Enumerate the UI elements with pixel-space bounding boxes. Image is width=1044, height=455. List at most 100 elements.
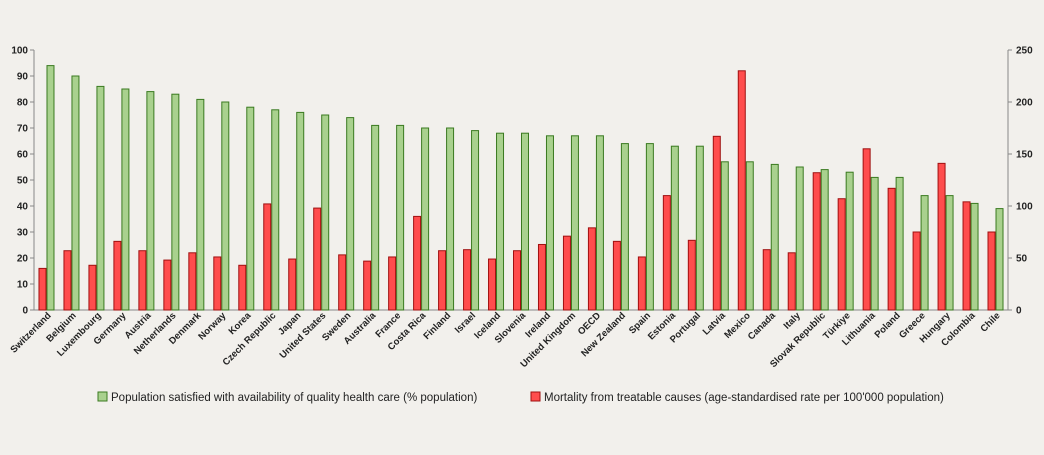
bar-satisfaction-18 xyxy=(496,132,505,311)
bar-satisfaction-1 xyxy=(71,75,80,311)
bar-mortality-37 xyxy=(962,201,971,311)
bar-satisfaction-26 xyxy=(695,145,704,311)
left-axis-tick-label: 10 xyxy=(17,280,29,291)
category-label: Chile xyxy=(978,310,1002,334)
bar-satisfaction-29 xyxy=(770,163,779,311)
bar-satisfaction-15 xyxy=(421,127,430,311)
bar-mortality-5 xyxy=(163,259,172,311)
bar-mortality-10 xyxy=(288,258,297,311)
bar-mortality-1 xyxy=(63,250,72,311)
bar-satisfaction-25 xyxy=(670,145,679,311)
left-axis-tick-label: 90 xyxy=(17,72,29,83)
bar-mortality-31 xyxy=(812,172,821,311)
bar-mortality-35 xyxy=(912,231,921,311)
bar-mortality-2 xyxy=(88,264,97,311)
bar-mortality-11 xyxy=(313,207,322,311)
left-axis-tick-label: 40 xyxy=(17,202,29,213)
left-axis-tick-label: 50 xyxy=(17,176,29,187)
category-label: Norway xyxy=(196,310,229,343)
legend-label-mortality: Mortality from treatable causes (age-sta… xyxy=(544,392,944,404)
bar-mortality-29 xyxy=(762,249,771,311)
bar-satisfaction-11 xyxy=(321,114,330,311)
bar-satisfaction-5 xyxy=(171,93,180,311)
right-axis-tick-label: 200 xyxy=(1016,98,1033,109)
bar-mortality-24 xyxy=(637,256,646,311)
category-label: Italy xyxy=(782,310,804,332)
bar-mortality-34 xyxy=(887,187,896,311)
bar-satisfaction-14 xyxy=(396,124,405,311)
bar-satisfaction-37 xyxy=(970,202,979,311)
left-axis-tick-label: 0 xyxy=(22,306,28,317)
bar-satisfaction-27 xyxy=(720,161,729,311)
bar-mortality-7 xyxy=(213,256,222,311)
left-axis-tick-label: 60 xyxy=(17,150,29,161)
right-axis-tick-label: 50 xyxy=(1016,254,1028,265)
bar-satisfaction-4 xyxy=(146,91,155,311)
bar-satisfaction-12 xyxy=(346,117,355,311)
bar-mortality-13 xyxy=(363,260,372,311)
bar-mortality-27 xyxy=(712,135,721,311)
left-axis-tick-label: 20 xyxy=(17,254,29,265)
category-label: Canada xyxy=(746,310,779,343)
bar-satisfaction-2 xyxy=(96,85,105,311)
bar-satisfaction-38 xyxy=(995,208,1004,311)
bar-satisfaction-16 xyxy=(446,127,455,311)
bar-satisfaction-10 xyxy=(296,111,305,311)
bar-mortality-32 xyxy=(837,198,846,311)
left-axis-tick-label: 80 xyxy=(17,98,29,109)
bar-mortality-26 xyxy=(687,239,696,311)
bar-satisfaction-32 xyxy=(845,171,854,311)
bar-satisfaction-30 xyxy=(795,166,804,311)
bar-satisfaction-36 xyxy=(945,195,954,311)
left-axis-tick-label: 100 xyxy=(11,46,28,57)
bar-satisfaction-34 xyxy=(895,176,904,311)
legend: Population satisfied with availability o… xyxy=(97,391,944,404)
bar-satisfaction-17 xyxy=(471,130,480,311)
bar-satisfaction-13 xyxy=(371,124,380,311)
bar-mortality-16 xyxy=(438,250,447,311)
right-axis-tick-label: 0 xyxy=(1016,306,1022,317)
right-axis-tick-label: 100 xyxy=(1016,202,1033,213)
bar-mortality-36 xyxy=(937,162,946,311)
bar-satisfaction-23 xyxy=(620,143,629,311)
bar-mortality-9 xyxy=(263,203,272,311)
bar-satisfaction-28 xyxy=(745,161,754,311)
labels-layer: SwitzerlandBelgiumLuxembourgGermanyAustr… xyxy=(8,310,1002,370)
bar-satisfaction-35 xyxy=(920,195,929,311)
bar-mortality-19 xyxy=(513,250,521,311)
left-axis-tick-label: 70 xyxy=(17,124,29,135)
bar-mortality-28 xyxy=(737,70,746,311)
bar-mortality-33 xyxy=(862,148,871,311)
bar-mortality-8 xyxy=(238,264,247,311)
bar-mortality-12 xyxy=(338,254,347,311)
bar-mortality-4 xyxy=(138,250,147,311)
bar-mortality-38 xyxy=(987,231,996,311)
legend-swatch-mortality xyxy=(530,391,541,402)
bar-mortality-3 xyxy=(113,240,122,311)
bar-mortality-14 xyxy=(388,256,397,311)
bar-satisfaction-24 xyxy=(645,143,654,311)
bar-mortality-15 xyxy=(413,215,422,311)
category-label: New Zealand xyxy=(579,310,628,359)
bar-mortality-0 xyxy=(38,267,47,311)
category-label: Poland xyxy=(873,310,903,340)
bar-mortality-21 xyxy=(562,235,571,311)
bar-satisfaction-21 xyxy=(570,135,579,311)
bar-mortality-22 xyxy=(587,227,596,311)
right-axis-tick-label: 150 xyxy=(1016,150,1033,161)
right-axis-tick-label: 250 xyxy=(1016,46,1033,57)
legend-swatch-satisfaction xyxy=(97,391,108,402)
bar-satisfaction-20 xyxy=(545,135,554,311)
bar-mortality-18 xyxy=(488,258,497,311)
bar-satisfaction-22 xyxy=(595,135,604,311)
bar-satisfaction-0 xyxy=(46,65,55,311)
left-axis-tick-label: 30 xyxy=(17,228,29,239)
bar-satisfaction-6 xyxy=(196,98,205,311)
bar-mortality-23 xyxy=(612,240,621,311)
bar-satisfaction-3 xyxy=(121,88,130,311)
bar-satisfaction-7 xyxy=(221,101,230,311)
bar-mortality-6 xyxy=(188,252,197,311)
bar-mortality-30 xyxy=(787,252,796,311)
